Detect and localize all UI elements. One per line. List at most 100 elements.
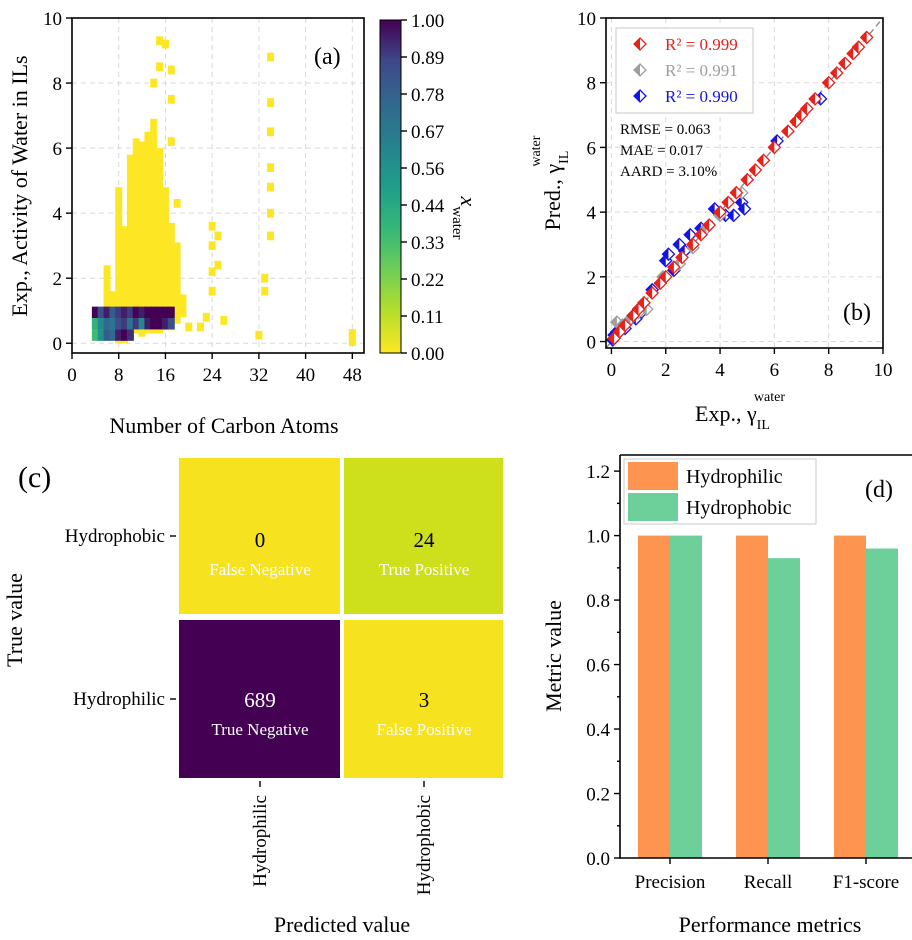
panel-b-legend: R² = 0.999 R² = 0.991 R² = 0.990 [633, 35, 738, 106]
panel-d: 0.0 0.2 0.4 0.6 0.8 1.0 1.2 Precision Recall F1-… [541, 454, 912, 937]
heatmap-cell [179, 294, 187, 318]
panel-a-ytick-label: 10 [43, 9, 62, 30]
panel-d-ylabel: Metric value [541, 600, 566, 712]
panel-b-note-aard: AARD = 3.10% [620, 164, 717, 180]
scatter-point-0-fill [676, 251, 683, 264]
panel-d-xlabel: Performance metrics [679, 912, 862, 937]
scatter-point-0-fill [659, 270, 666, 283]
heatmap-cell [150, 78, 158, 88]
scatter-point-0-fill [619, 319, 626, 332]
panel-a-x-ticks: 0 8 16 24 32 40 48 [67, 353, 362, 386]
legend-label-hydrophilic: Hydrophilic [686, 466, 783, 488]
panel-a-xtick-label: 8 [114, 365, 124, 386]
heatmap-cell [150, 318, 158, 330]
heatmap-cell [348, 329, 356, 338]
scatter-point-0-fill [667, 261, 674, 274]
heatmap-cell [132, 138, 140, 334]
cm-label-r1-c1: False Positive [377, 720, 472, 739]
heatmap-cell [167, 137, 175, 146]
colorbar-tick-label: 0.33 [411, 233, 444, 254]
panel-a-ytick-label: 0 [53, 334, 63, 355]
legend-label-0: R² = 0.999 [665, 35, 738, 54]
scatter-point-2-fill [659, 254, 666, 267]
scatter-point-0-fill [768, 141, 775, 154]
heatmap-cell [267, 163, 275, 173]
scatter-point-0-fill [838, 57, 845, 70]
heatmap-cell [267, 231, 275, 241]
heatmap-cell [126, 318, 134, 330]
heatmap-cell [156, 36, 164, 46]
scatter-point-2-fill [673, 238, 680, 251]
legend-marker-0-fill [634, 38, 640, 50]
panel-a-ytick-label: 8 [53, 74, 63, 95]
heatmap-cell [167, 94, 175, 104]
heatmap-cell [103, 318, 111, 330]
scatter-point-2-fill [708, 202, 715, 215]
heatmap-cell [156, 318, 164, 330]
heatmap-cell [126, 154, 134, 340]
panel-a-colorbar-label-sub: water [449, 206, 465, 239]
heatmap-cell [115, 318, 123, 330]
panel-b-xlabel-sup: water [754, 390, 785, 405]
heatmap-cell [115, 187, 123, 344]
scatter-point-0-fill [781, 125, 788, 138]
panel-a-ylabel: Exp., Activity of Water in ILs [7, 55, 32, 316]
panel-d-xtick-label: Recall [744, 872, 793, 893]
colorbar-tick-label: 0.22 [411, 270, 444, 291]
heatmap-cell [261, 286, 269, 296]
panel-a-xtick-label: 40 [296, 365, 315, 386]
heatmap-cell [109, 306, 117, 319]
heatmap-cell [103, 329, 111, 341]
panel-b-ylabel: Pred., γILwater [529, 135, 572, 230]
heatmap-cell [161, 39, 169, 49]
heatmap-cell [97, 318, 105, 330]
panel-b-xtick-label: 10 [874, 360, 893, 381]
panel-b-xlabel: Exp., γILwater [695, 390, 785, 433]
heatmap-cell [348, 337, 356, 347]
heatmap-cell [161, 306, 169, 319]
panel-a-xlabel: Number of Carbon Atoms [109, 413, 338, 438]
panel-d-ytick-label: 1.2 [586, 462, 610, 483]
colorbar-tick-label: 0.44 [411, 196, 445, 217]
panel-b-xtick-label: 8 [824, 360, 834, 381]
panel-d-ytick-label: 0.4 [586, 720, 610, 741]
scatter-point-0-fill [847, 47, 854, 60]
heatmap-cell [121, 318, 129, 330]
scatter-point-0-fill [686, 238, 693, 251]
cm-label-r0-c0: False Negative [209, 560, 311, 579]
panel-b-xtick-label: 0 [607, 360, 617, 381]
panel-c: (c) 0 False Negative 24 True Positive 68… [2, 455, 506, 937]
panel-d-bars [638, 535, 898, 858]
colorbar-tick-label: 0.11 [411, 307, 444, 328]
heatmap-cell [196, 322, 204, 332]
legend-label-2: R² = 0.990 [665, 87, 738, 106]
heatmap-cell [220, 316, 228, 325]
heatmap-cell [91, 329, 99, 341]
panel-a-colorbar-ticks: 1.00 0.89 0.78 0.67 0.56 0.44 0.33 0.22 0.11 0.00 [401, 11, 445, 365]
panel-d-ytick-label: 0.2 [586, 785, 610, 806]
scatter-point-0-fill [795, 109, 802, 122]
panel-a-ytick-label: 2 [53, 269, 63, 290]
scatter-point-0-fill [809, 92, 816, 105]
cm-cell-r0-c0 [179, 458, 340, 614]
scatter-point-0-fill [790, 115, 797, 128]
cm-cell-r1-c1 [344, 620, 503, 778]
panel-a-ytick-label: 4 [53, 204, 63, 225]
scatter-point-2-fill [727, 209, 734, 222]
heatmap-cell [214, 231, 222, 241]
heatmap-cell [267, 208, 275, 218]
panel-b-ytick-label: 4 [587, 203, 597, 224]
panel-b-ytick-label: 0 [587, 333, 597, 354]
heatmap-cell [167, 222, 175, 331]
heatmap-cell [208, 241, 216, 251]
panel-a-xtick-label: 48 [343, 365, 362, 386]
cm-label-r0-c1: True Positive [379, 560, 470, 579]
heatmap-cell [144, 306, 152, 319]
panel-a-frame [71, 17, 365, 354]
panel-b-points [605, 30, 874, 347]
scatter-point-0-fill [749, 164, 756, 177]
panel-d-y-ticks: 0.0 0.2 0.4 0.6 0.8 1.0 1.2 [586, 462, 620, 870]
heatmap-cell [208, 221, 216, 231]
panel-a-xtick-label: 16 [156, 365, 175, 386]
